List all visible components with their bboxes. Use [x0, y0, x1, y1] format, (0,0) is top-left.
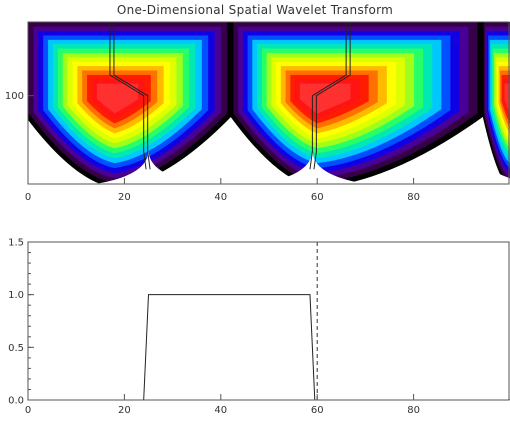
- cone-of-influence: [175, 150, 285, 184]
- ridge-line: [109, 22, 147, 170]
- ridge-line: [313, 22, 351, 170]
- x-tick-label: 60: [311, 192, 324, 203]
- series-line: [28, 294, 510, 400]
- cone-of-influence: [93, 150, 204, 184]
- heatmap-lobe: [482, 22, 510, 184]
- plot-frame: [27, 241, 510, 401]
- x-tick-label: 60: [311, 405, 324, 416]
- y-tick-label: 100: [5, 91, 24, 102]
- x-tick-label: 40: [214, 405, 227, 416]
- top-axes: 0 20 40 60 80 100: [5, 21, 510, 203]
- cone-of-influence: [426, 150, 510, 184]
- line-plot-area: [28, 242, 510, 400]
- heatmap-band: [96, 83, 139, 114]
- plot-frame: [27, 21, 510, 185]
- x-tick-label: 20: [118, 192, 131, 203]
- x-tick-label: 80: [407, 405, 420, 416]
- x-tick-label: 20: [118, 405, 131, 416]
- ridge-lines: [109, 22, 351, 170]
- x-tick-label: 0: [25, 192, 31, 203]
- heatmap-lobe: [228, 22, 487, 184]
- cone-of-influence: [257, 150, 367, 184]
- heatmap-lobe: [28, 22, 234, 184]
- ridge-line: [309, 22, 347, 170]
- x-tick-label: 0: [25, 405, 31, 416]
- x-tick-label: 40: [214, 192, 227, 203]
- ridge-line: [113, 22, 151, 170]
- x-tick-label: 80: [407, 192, 420, 203]
- heatmap-area: [28, 22, 510, 184]
- y-tick-label: 0.5: [8, 343, 24, 354]
- y-tick-label: 1.0: [8, 290, 24, 301]
- bottom-axes: 0 20 40 60 80 0.0 0.5 1.0 1.5: [8, 238, 510, 416]
- y-tick-label: 0.0: [8, 396, 24, 407]
- chart-title: One-Dimensional Spatial Wavelet Transfor…: [116, 3, 394, 17]
- y-tick-label: 1.5: [8, 238, 24, 249]
